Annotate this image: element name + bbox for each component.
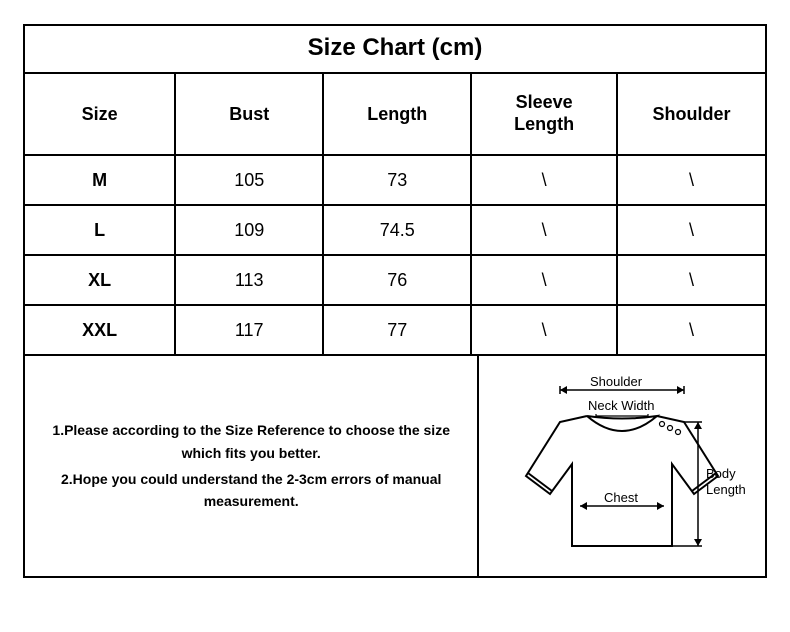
- cell-length: 74.5: [323, 205, 471, 255]
- size-chart-container: Size Chart (cm) Size Bust Length SleeveL…: [23, 24, 767, 578]
- cell-size: XL: [25, 255, 175, 305]
- cell-shoulder: \: [617, 255, 765, 305]
- header-row: Size Bust Length SleeveLength Shoulder: [25, 74, 765, 155]
- cell-size: XXL: [25, 305, 175, 355]
- chart-title: Size Chart (cm): [308, 34, 483, 61]
- cell-length: 73: [323, 155, 471, 205]
- note-1: 1.Please according to the Size Reference…: [37, 419, 465, 464]
- cell-sleeve: \: [471, 255, 617, 305]
- label-shoulder: Shoulder: [590, 374, 643, 389]
- cell-sleeve: \: [471, 155, 617, 205]
- label-length-word: Length: [706, 482, 746, 497]
- table-row: XL 113 76 \ \: [25, 255, 765, 305]
- shirt-diagram: Shoulder Neck Width Chest: [479, 356, 765, 576]
- bottom-row: 1.Please according to the Size Reference…: [25, 356, 765, 576]
- label-body: Body: [706, 466, 736, 481]
- cell-sleeve: \: [471, 205, 617, 255]
- cell-length: 76: [323, 255, 471, 305]
- cell-length: 77: [323, 305, 471, 355]
- note-2: 2.Hope you could understand the 2-3cm er…: [37, 468, 465, 513]
- title-row: Size Chart (cm): [25, 26, 765, 74]
- table-row: L 109 74.5 \ \: [25, 205, 765, 255]
- table-row: XXL 117 77 \ \: [25, 305, 765, 355]
- col-sleeve-label: SleeveLength: [514, 92, 574, 134]
- table-row: M 105 73 \ \: [25, 155, 765, 205]
- col-length: Length: [323, 74, 471, 155]
- cell-bust: 113: [175, 255, 323, 305]
- cell-bust: 105: [175, 155, 323, 205]
- cell-bust: 109: [175, 205, 323, 255]
- cell-shoulder: \: [617, 305, 765, 355]
- col-shoulder: Shoulder: [617, 74, 765, 155]
- cell-size: M: [25, 155, 175, 205]
- notes-panel: 1.Please according to the Size Reference…: [25, 356, 479, 576]
- label-neck-width: Neck Width: [588, 398, 654, 413]
- cell-shoulder: \: [617, 155, 765, 205]
- cell-bust: 117: [175, 305, 323, 355]
- col-size: Size: [25, 74, 175, 155]
- size-table: Size Bust Length SleeveLength Shoulder M…: [25, 74, 765, 356]
- cell-shoulder: \: [617, 205, 765, 255]
- label-chest: Chest: [604, 490, 638, 505]
- cell-size: L: [25, 205, 175, 255]
- col-bust: Bust: [175, 74, 323, 155]
- shirt-svg: Shoulder Neck Width Chest: [492, 366, 752, 566]
- col-sleeve: SleeveLength: [471, 74, 617, 155]
- cell-sleeve: \: [471, 305, 617, 355]
